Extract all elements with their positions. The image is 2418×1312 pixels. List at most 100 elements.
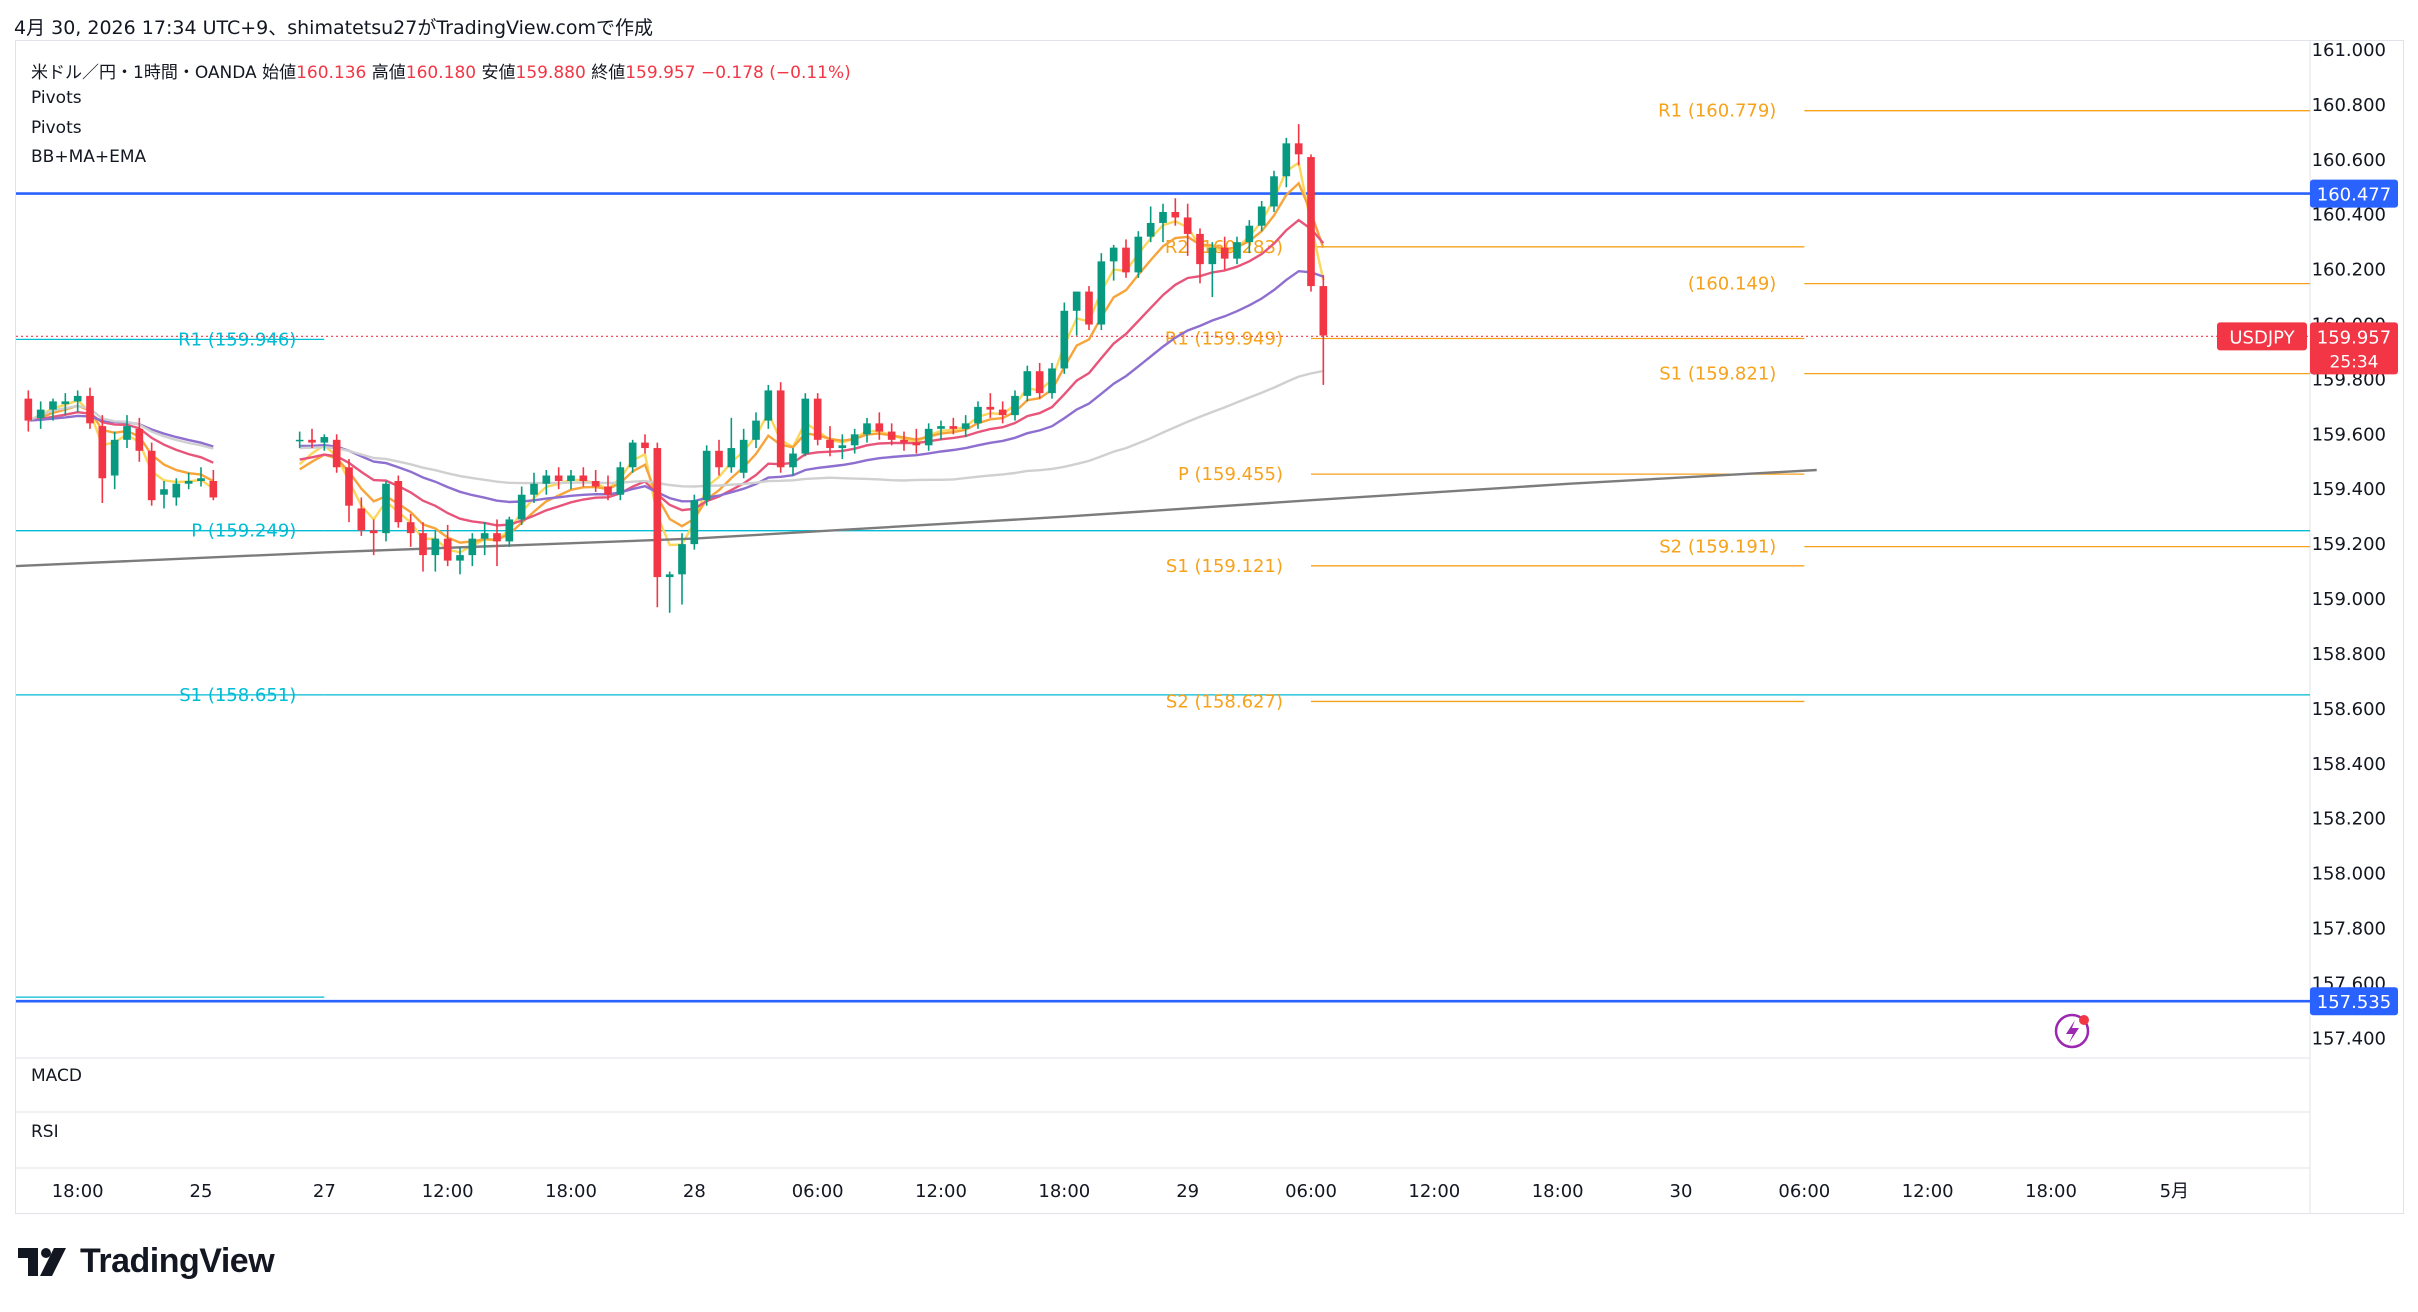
ma-gray-line — [15, 468, 1817, 568]
macd-pane-label[interactable]: MACD — [31, 1066, 82, 1086]
low-label: 安値 — [481, 63, 516, 83]
candle-body — [912, 442, 921, 446]
candle-body — [764, 390, 773, 421]
candles — [24, 124, 1328, 613]
candle-body — [616, 467, 625, 495]
pivot-label: S1 (159.821) — [1659, 364, 1776, 385]
candle-body — [1122, 247, 1130, 273]
time-tick-label: 5月 — [2160, 1181, 2189, 1202]
time-tick-label: 30 — [1670, 1181, 1693, 1202]
price-tick-label: 159.200 — [2312, 534, 2386, 555]
pivot-label: P (159.455) — [1178, 464, 1283, 485]
candle-body — [209, 480, 218, 498]
grid — [16, 40, 2311, 1214]
candle-body — [715, 450, 723, 468]
candle-body — [332, 439, 341, 468]
ema-yellow-line — [27, 160, 1325, 554]
candle-body — [1233, 242, 1241, 259]
candle-body — [1097, 261, 1106, 325]
open-label: 始値 — [262, 63, 297, 83]
time-tick-label: 06:00 — [1778, 1181, 1830, 1202]
time-tick-label: 06:00 — [792, 1181, 844, 1202]
tradingview-logo[interactable]: TradingView — [18, 1242, 275, 1281]
time-tick-label: 27 — [313, 1181, 336, 1202]
price-tick-label: 160.800 — [2312, 95, 2386, 116]
candle-body — [1196, 233, 1204, 265]
horizontal-line-price: 157.535 — [2317, 992, 2391, 1013]
candle-body — [110, 439, 119, 476]
ma-lightgray-line — [27, 369, 1324, 488]
candle-body — [1023, 371, 1032, 396]
candle-body — [986, 406, 995, 410]
time-tick-label: 06:00 — [1285, 1181, 1337, 1202]
candle-body — [184, 480, 193, 484]
candle-body — [61, 401, 70, 405]
candle-body — [493, 533, 501, 542]
close-value: 159.957 — [625, 63, 696, 83]
time-tick-label: 12:00 — [1902, 1181, 1954, 1202]
open-value: 160.136 — [296, 63, 367, 83]
candle-body — [1208, 247, 1217, 265]
time-tick-label: 18:00 — [1532, 1181, 1584, 1202]
candle-body — [1072, 291, 1081, 311]
candle-body — [678, 544, 686, 575]
candle-body — [591, 480, 600, 487]
candle-body — [900, 439, 908, 443]
candle-body — [480, 533, 489, 539]
high-label: 高値 — [371, 63, 406, 83]
candle-body — [937, 426, 945, 429]
indicator-legend-pivots-1[interactable]: Pivots — [31, 88, 82, 108]
price-badges: 160.477 157.535 USDJPY 159.957 25:34 — [2217, 179, 2398, 1016]
candle-body — [1257, 206, 1266, 226]
candle-body — [1060, 310, 1069, 369]
symbol-name: 米ドル／円・1時間・OANDA — [31, 63, 257, 83]
indicator-legend-pivots-2[interactable]: Pivots — [31, 118, 82, 138]
horizontal-line-badge — [2310, 987, 2398, 1016]
horizontal-line-badge — [2310, 179, 2398, 208]
candle-body — [1011, 395, 1019, 416]
pivot-label: R1 (159.949) — [1165, 329, 1283, 350]
symbol-badge — [2217, 322, 2307, 351]
candle-body — [1220, 247, 1229, 259]
price-tick-label: 159.600 — [2312, 424, 2386, 445]
price-tick-label: 157.400 — [2312, 1028, 2386, 1049]
candle-body — [641, 442, 649, 449]
price-tick-label: 160.200 — [2312, 260, 2386, 281]
candle-body — [1109, 247, 1118, 262]
candle-body — [123, 426, 131, 440]
price-tick-label: 158.000 — [2312, 864, 2386, 885]
ma-purple-line — [28, 269, 1324, 504]
candle-body — [653, 448, 662, 578]
candle-body — [36, 409, 45, 418]
time-tick-label: 18:00 — [545, 1181, 597, 1202]
candle-body — [1134, 236, 1143, 273]
pivot-label: S2 (159.191) — [1659, 537, 1776, 558]
time-tick-label: 12:00 — [915, 1181, 967, 1202]
indicator-legend-bb-ma-ema[interactable]: BB+MA+EMA — [31, 147, 147, 167]
rsi-pane-label[interactable]: RSI — [31, 1122, 59, 1142]
candle-body — [530, 483, 538, 495]
bar-countdown-text: 25:34 — [2330, 352, 2379, 372]
ma-orange-line — [28, 181, 1325, 544]
candle-body — [443, 538, 452, 561]
candle-body — [1048, 368, 1056, 394]
candle-body — [406, 522, 415, 534]
candle-body — [419, 533, 427, 556]
candle-body — [974, 406, 982, 424]
time-axis: 18:00 25 27 12:00 18:00 28 06:00 12:00 18:00 29 06… — [52, 1181, 2189, 1202]
candle-body — [456, 555, 464, 561]
candle-body — [98, 426, 107, 479]
candle-body — [308, 439, 316, 443]
lightning-alert-icon[interactable] — [2054, 1013, 2090, 1049]
candle-body — [1282, 143, 1291, 177]
candle-body — [135, 428, 144, 451]
candle-body — [382, 483, 390, 534]
price-tick-label: 158.800 — [2312, 644, 2386, 665]
candle-body — [702, 450, 711, 501]
candle-body — [579, 475, 588, 481]
symbol-badge-text: USDJPY — [2229, 327, 2295, 348]
candle-body — [727, 448, 736, 468]
candle-body — [776, 390, 785, 468]
candle-body — [1270, 176, 1278, 207]
